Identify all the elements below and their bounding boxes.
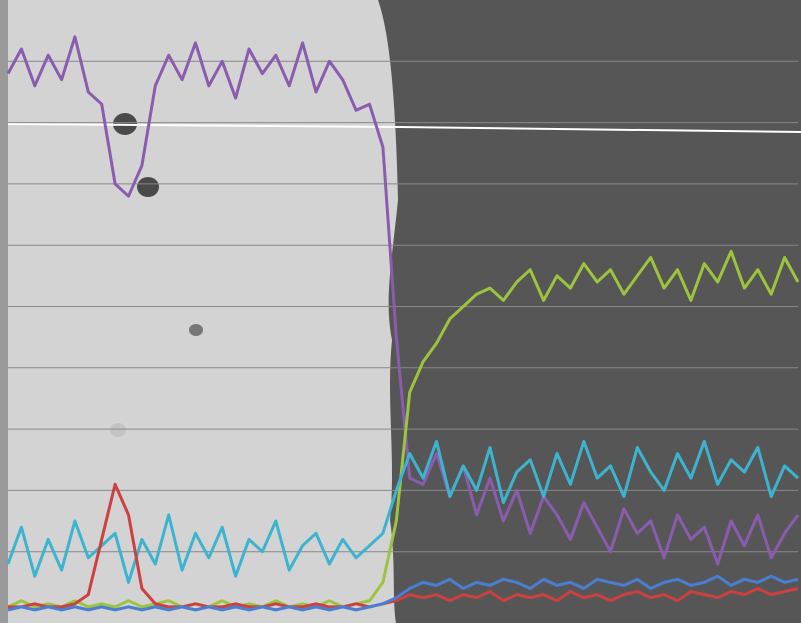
- scan-line: [7, 123, 801, 133]
- particle: [189, 324, 203, 336]
- data-line: [7, 574, 799, 612]
- data-line: [6, 439, 800, 584]
- plot-area: [6, 35, 800, 612]
- particle: [110, 423, 126, 437]
- data-line: [8, 482, 799, 609]
- particle: [137, 177, 159, 197]
- data-line: [7, 249, 800, 609]
- data-line: [6, 35, 800, 566]
- substrate-region: [378, 0, 801, 623]
- left-border: [0, 0, 8, 623]
